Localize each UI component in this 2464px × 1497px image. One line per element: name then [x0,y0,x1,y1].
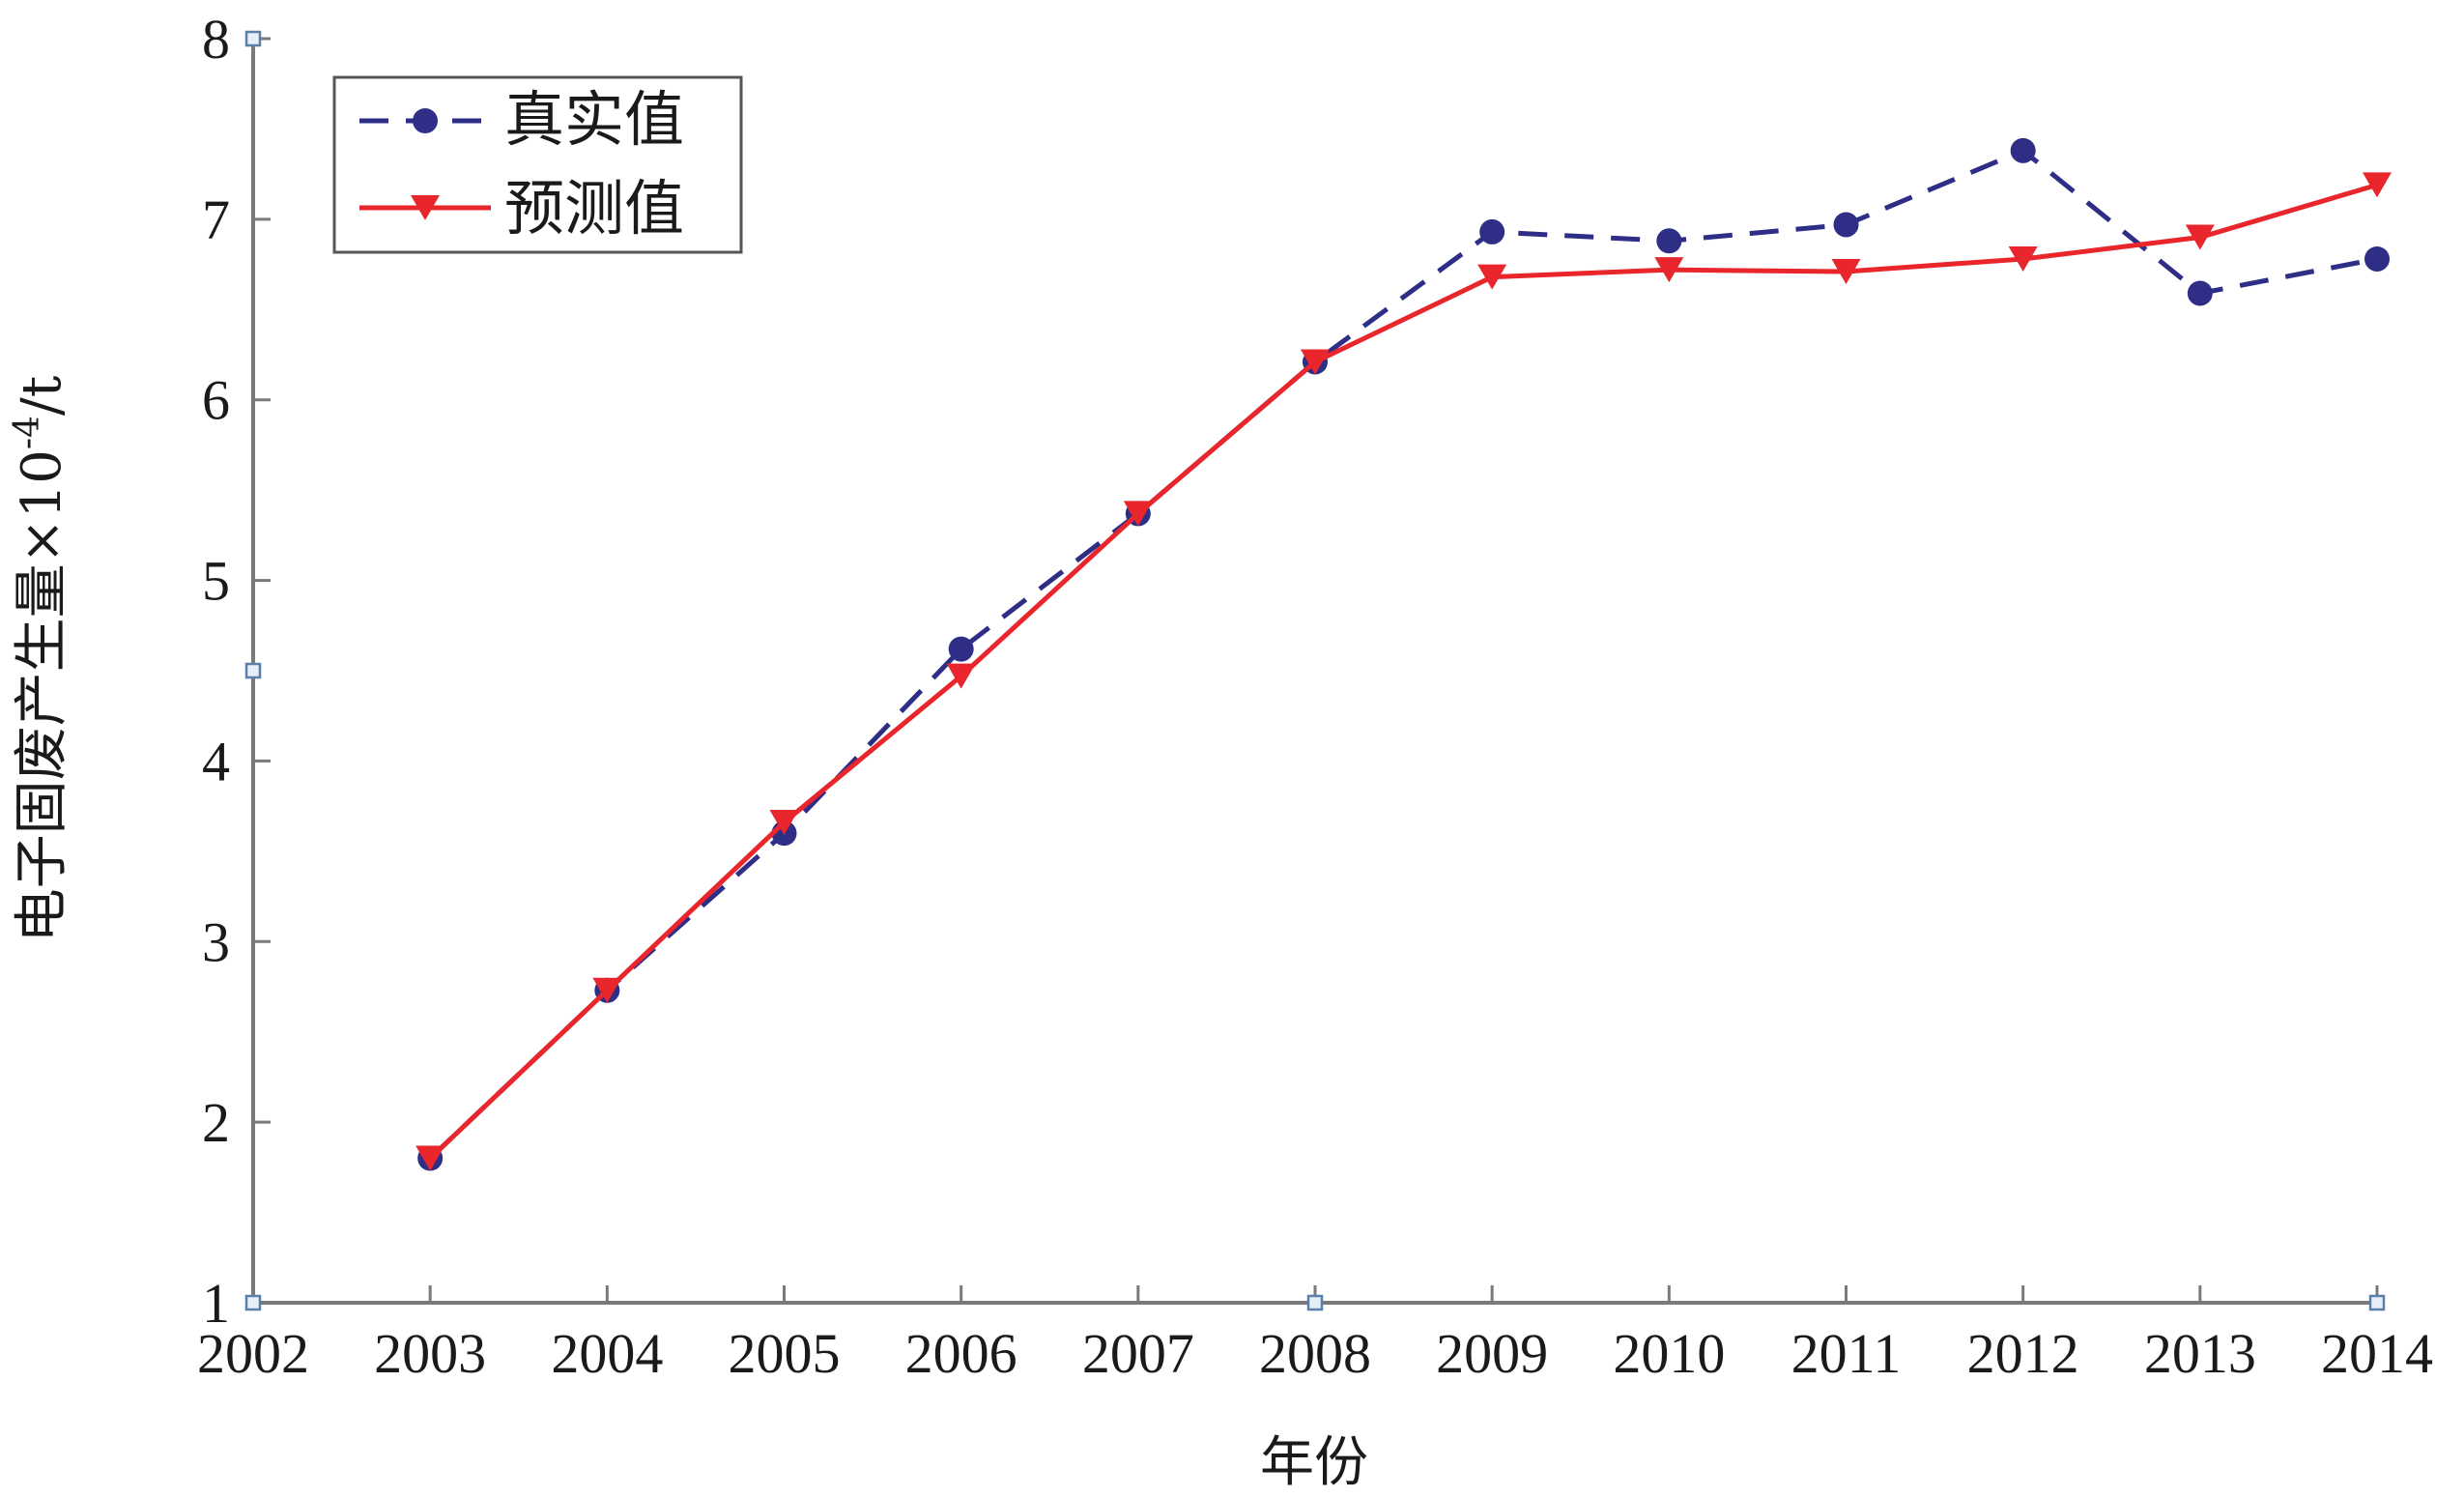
x-tick-label: 2010 [1613,1322,1725,1385]
series-0 [417,137,2390,1171]
data-point-1 [1477,264,1507,290]
data-point-1 [1654,257,1684,283]
axis-handle [1306,1294,1324,1311]
x-tick-label: 2011 [1791,1322,1902,1385]
x-tick-labels: 2002 2003 2004 2005 2006 2007 2008 2009 2010 2011… [197,1322,2433,1385]
data-point-1 [2008,245,2038,272]
y-tick-label: 5 [202,550,230,613]
x-tick-label: 2009 [1436,1322,1548,1385]
axes [244,30,2386,1311]
data-point-0 [1656,228,1682,254]
data-point-1 [2185,224,2215,250]
data-point-0 [948,636,974,662]
data-point-0 [2187,280,2213,306]
legend-item-predicted [359,195,491,220]
y-axis-title-unit: /t [11,375,73,416]
data-point-1 [1831,259,1861,285]
legend-box [332,75,743,254]
legend-label-actual: 真实值 [504,84,684,155]
data-point-0 [1479,218,1505,245]
data-point-1 [592,977,622,1003]
y-tick-label: 2 [202,1091,230,1154]
y-tick-label: 8 [202,8,230,71]
series-line-0 [428,148,2378,1161]
y-tick-label: 1 [202,1272,230,1335]
x-tick-label: 2002 [197,1322,309,1385]
y-axis-title: 电子固废产生量×10-4/t [8,375,73,942]
x-tick-label: 2007 [1082,1322,1194,1385]
y-tick-label: 7 [202,188,230,251]
y-tick-label: 6 [202,369,230,432]
x-axis-title: 年份 [1260,1431,1368,1494]
legend-item-actual [359,108,491,133]
axis-handle [244,662,262,679]
series-layer [415,137,2392,1171]
data-point-1 [769,809,799,835]
legend-marker [411,195,440,220]
x-tick-label: 2014 [2321,1322,2433,1385]
data-point-0 [2364,245,2390,272]
data-point-1 [1301,349,1330,375]
x-tick-label: 2004 [551,1322,663,1385]
y-axis-title-exponent: -4 [8,416,47,449]
legend: 真实值 预测值 [332,75,743,254]
axis-handle [2368,1294,2386,1311]
x-tick-label: 2003 [374,1322,486,1385]
axis-handle [244,1294,262,1311]
x-tick-label: 2012 [1967,1322,2079,1385]
x-tick-label: 2006 [905,1322,1017,1385]
legend-label-predicted: 预测值 [504,173,684,244]
x-tick-label: 2013 [2144,1322,2256,1385]
y-tick-labels: 1 2 3 4 5 6 7 8 [202,8,230,1335]
data-point-1 [415,1145,445,1171]
y-axis-title-text: 电子固废产生量×10 [11,449,73,942]
x-tick-label: 2008 [1259,1322,1371,1385]
y-tick-label: 4 [202,730,230,792]
series-line-1 [428,182,2378,1161]
data-point-1 [2363,172,2392,198]
legend-marker [413,108,438,133]
data-point-0 [1833,212,1859,238]
data-point-1 [1123,501,1153,527]
data-point-1 [946,663,976,689]
data-point-0 [2010,137,2036,163]
x-tick-label: 2005 [729,1322,841,1385]
y-tick-label: 3 [202,910,230,973]
series-1 [415,172,2392,1171]
axis-handle [244,30,262,47]
